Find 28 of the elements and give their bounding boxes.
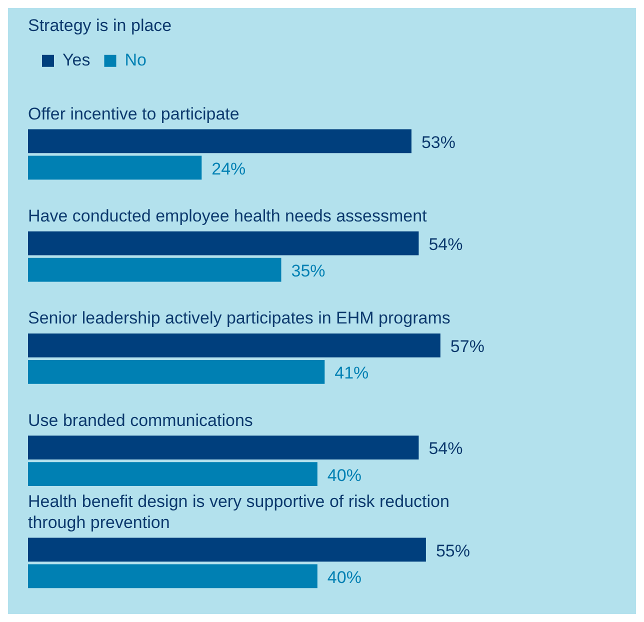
data-label: 53% bbox=[421, 132, 456, 152]
data-label: 54% bbox=[428, 234, 463, 254]
y-tick-label: Use branded communications bbox=[28, 410, 253, 430]
bar bbox=[28, 436, 419, 460]
bar bbox=[28, 538, 426, 562]
data-label: 35% bbox=[291, 262, 326, 281]
bar bbox=[28, 258, 282, 282]
y-tick-label: Senior leadership actively participates in EHM programs bbox=[28, 308, 450, 328]
y-tick-label: Offer incentive to participate bbox=[28, 104, 240, 124]
legend-label: Yes bbox=[62, 50, 90, 70]
bar bbox=[28, 156, 202, 180]
data-label: 40% bbox=[327, 568, 362, 587]
bar bbox=[28, 129, 412, 154]
legend-title: Strategy is in place bbox=[28, 16, 172, 36]
bar bbox=[28, 333, 440, 358]
data-label: 24% bbox=[212, 159, 246, 178]
data-label: 40% bbox=[327, 466, 362, 485]
bar bbox=[28, 462, 318, 486]
legend-label: No bbox=[124, 50, 146, 70]
y-tick-label: Health benefit design is very supportive of risk reduction through prevention bbox=[28, 492, 450, 532]
data-label: 41% bbox=[334, 364, 369, 383]
data-label: 57% bbox=[450, 337, 484, 356]
y-tick-label: Have conducted employee health needs assessment bbox=[28, 206, 428, 226]
bar bbox=[28, 564, 318, 588]
data-label: 55% bbox=[436, 541, 470, 560]
data-label: 54% bbox=[428, 439, 463, 458]
bar bbox=[28, 360, 325, 384]
bar bbox=[28, 231, 419, 256]
